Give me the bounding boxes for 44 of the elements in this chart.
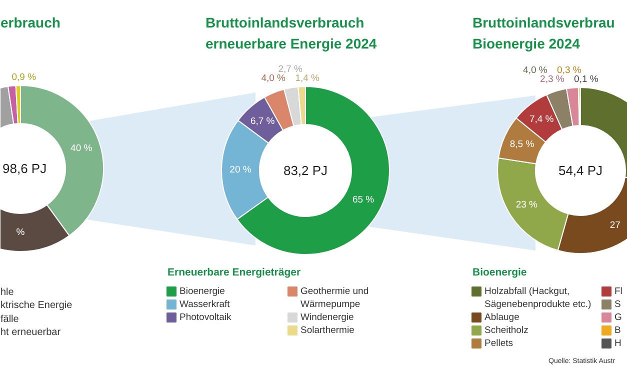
data-label: 65 % — [352, 194, 375, 206]
data-label: 23 % — [516, 200, 538, 211]
chart-title: Bruttoinlandsverbrau Bioenergie 2024 — [472, 14, 615, 52]
legend-label: Wasserkraft — [180, 299, 230, 310]
legend-label: Photovoltaik — [180, 312, 232, 323]
chart-title: Bruttoinlandsverbrauch erneuerbare Energie 2024 — [206, 14, 377, 52]
text: 83,2 PJ — [283, 163, 328, 178]
data-label: % — [16, 227, 26, 238]
text: 54,4 PJ — [558, 163, 603, 178]
data-label: 4,0 % — [261, 73, 286, 84]
data-label: 0,3 % — [557, 65, 582, 76]
legend-label: Scheitholz — [484, 325, 529, 336]
data-label: 0,1 % — [574, 74, 599, 85]
data-label: 20 % — [230, 164, 252, 176]
legend-label: S — [614, 299, 621, 310]
chart-title: erbrauch — [0, 14, 60, 30]
legend-label: Ablauge — [484, 312, 520, 323]
legend-title: Bioenergie — [472, 266, 527, 278]
legend-label: B — [614, 325, 621, 336]
legend-label: Pellets — [484, 338, 514, 349]
text: 98,6 PJ — [2, 161, 47, 176]
legend-label: Windenergie — [300, 312, 354, 323]
legend-label: Bioenergie — [180, 286, 225, 297]
data-label: 2,3 % — [540, 74, 565, 85]
data-label: 8,5 % — [510, 139, 535, 150]
text: ktrische Energie — [0, 300, 73, 311]
text: fälle — [0, 314, 20, 325]
data-label: 27 — [610, 220, 620, 231]
legend-label: G — [614, 312, 622, 323]
legend-label: Solarthermie — [300, 325, 354, 336]
data-label: 40 % — [70, 143, 93, 154]
data-label: 1,4 % — [295, 73, 320, 84]
legend-label: Geothermie und Wärmepumpe — [300, 286, 369, 310]
data-label: 4,0 % — [523, 65, 548, 76]
legend-label: H — [614, 338, 622, 349]
text: ht erneuerbar — [0, 327, 62, 338]
data-label: 2,7 % — [278, 64, 304, 75]
legend-label: Holzabfall (Hackgut, Sägenebenprodukte etc.) — [484, 286, 592, 310]
legend-title: Erneuerbare Energieträger — [168, 266, 301, 278]
legend-label: Fl — [614, 286, 622, 297]
data-label: 7,4 % — [529, 114, 554, 126]
data-label: 6,7 % — [250, 116, 276, 128]
data-label: 0,9 % — [12, 72, 37, 83]
text: hle — [0, 287, 14, 298]
